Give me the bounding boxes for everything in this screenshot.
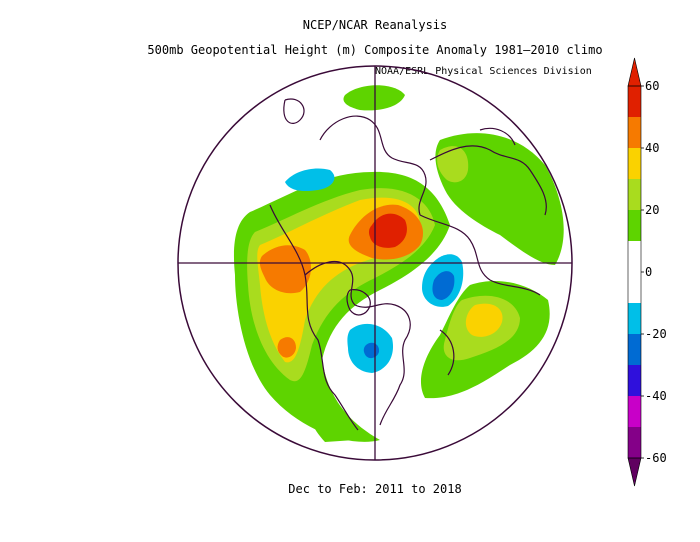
colorbar-bin-7	[628, 334, 641, 365]
period-label: Dec to Feb: 2011 to 2018	[288, 482, 462, 496]
colorbar-bin-6	[628, 303, 641, 334]
colorbar-tick-label-6: -60	[645, 451, 667, 465]
anomaly-region-europe-20	[437, 146, 469, 183]
anomaly-region-atlantic-30	[465, 303, 503, 337]
anomaly-region-atlantic-negative-20	[432, 271, 455, 300]
colorbar-tick-label-1: 40	[645, 141, 659, 155]
colorbar-tick-label-5: -40	[645, 389, 667, 403]
anomaly-region-pacific-40	[259, 245, 312, 294]
anomaly-region-arctic-pacific-positive	[343, 85, 405, 111]
colorbar-bin-9	[628, 396, 641, 427]
credit-label: NOAA/ESRL Physical Sciences Division	[375, 66, 592, 77]
colorbar-bin-10	[628, 427, 641, 458]
polar-anomaly-map	[177, 65, 573, 461]
chart-subtitle: 500mb Geopotential Height (m) Composite …	[147, 43, 603, 57]
chart-title: NCEP/NCAR Reanalysis	[302, 18, 448, 32]
colorbar-over-arrow	[627, 57, 642, 87]
anomaly-field	[233, 85, 564, 442]
colorbar-tick-label-4: -20	[645, 327, 667, 341]
coastlines	[269, 98, 547, 431]
colorbar-bin-8	[628, 365, 641, 396]
colorbar-under-arrow	[627, 457, 642, 487]
anomaly-region-pacific-negative	[285, 168, 335, 192]
colorbar-bin-1	[628, 117, 641, 148]
colorbar-bin-5	[628, 241, 641, 303]
colorbar-tick-label-3: 0	[645, 265, 652, 279]
colorbar-bin-3	[628, 179, 641, 210]
colorbar-tick-label-0: 60	[645, 79, 659, 93]
anomaly-region-arctic-50	[368, 213, 407, 248]
colorbar-bin-4	[628, 210, 641, 241]
anomaly-region-midlatitude-pacific-positive	[307, 398, 355, 442]
anomaly-region-pacific-40b	[277, 337, 296, 358]
map-boundary	[177, 65, 573, 461]
colorbar-bin-2	[628, 148, 641, 179]
colorbar-bin-0	[628, 86, 641, 117]
colorbar-tick-label-2: 20	[645, 203, 659, 217]
